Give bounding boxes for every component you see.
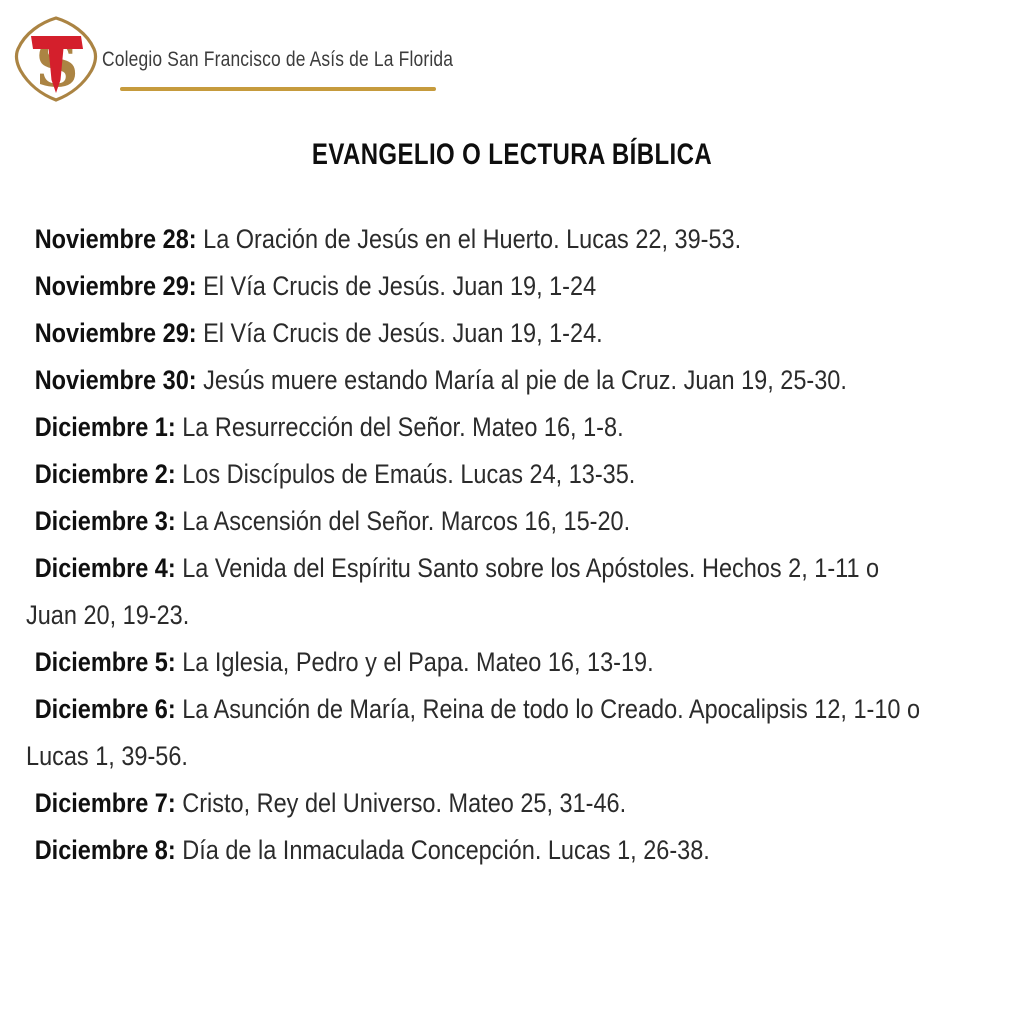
- list-item-continuation: Lucas 1, 39-56.: [26, 741, 188, 771]
- school-crest-icon: S: [14, 16, 98, 102]
- entry-text: Día de la Inmaculada Concepción. Lucas 1…: [182, 835, 710, 865]
- list-item: Noviembre 29: El Vía Crucis de Jesús. Ju…: [26, 310, 887, 357]
- entry-text: La Venida del Espíritu Santo sobre los A…: [182, 553, 880, 583]
- list-item: Diciembre 4: La Venida del Espíritu Sant…: [26, 545, 887, 592]
- entry-date: Noviembre 30:: [34, 365, 197, 395]
- list-item: Diciembre 8: Día de la Inmaculada Concep…: [26, 827, 887, 874]
- list-item: Diciembre 6: La Asunción de María, Reina…: [26, 686, 920, 733]
- list-item: Diciembre 3: La Ascensión del Señor. Mar…: [26, 498, 887, 545]
- entry-text: La Asunción de María, Reina de todo lo C…: [182, 694, 921, 724]
- entry-text: La Resurrección del Señor. Mateo 16, 1-8…: [182, 412, 624, 442]
- page-title: EVANGELIO O LECTURA BÍBLICA: [311, 138, 713, 172]
- entry-date: Diciembre 8:: [34, 835, 176, 865]
- entry-text: Los Discípulos de Emaús. Lucas 24, 13-35…: [182, 459, 636, 489]
- entry-text: Cristo, Rey del Universo. Mateo 25, 31-4…: [182, 788, 627, 818]
- list-item: Diciembre 1: La Resurrección del Señor. …: [26, 404, 887, 451]
- brand-underline: [120, 87, 436, 91]
- entry-date: Diciembre 7:: [34, 788, 176, 818]
- entry-date: Noviembre 29:: [34, 271, 197, 301]
- entry-text: El Vía Crucis de Jesús. Juan 19, 1-24.: [203, 318, 603, 348]
- list-item: Diciembre 2: Los Discípulos de Emaús. Lu…: [26, 451, 887, 498]
- list-item: Noviembre 30: Jesús muere estando María …: [26, 357, 887, 404]
- entry-date: Diciembre 2:: [34, 459, 176, 489]
- entry-date: Diciembre 3:: [34, 506, 176, 536]
- list-item: Diciembre 7: Cristo, Rey del Universo. M…: [26, 780, 887, 827]
- entry-date: Diciembre 6:: [34, 694, 176, 724]
- list-item-continuation: Juan 20, 19-23.: [26, 600, 190, 630]
- entry-text: El Vía Crucis de Jesús. Juan 19, 1-24: [203, 271, 597, 301]
- entry-date: Noviembre 28:: [34, 224, 197, 254]
- entry-text: La Iglesia, Pedro y el Papa. Mateo 16, 1…: [182, 647, 654, 677]
- entry-date: Diciembre 4:: [34, 553, 176, 583]
- crest-letter-t: [31, 36, 83, 93]
- entry-text: La Ascensión del Señor. Marcos 16, 15-20…: [182, 506, 631, 536]
- list-item: Diciembre 5: La Iglesia, Pedro y el Papa…: [26, 639, 887, 686]
- entry-text: La Oración de Jesús en el Huerto. Lucas …: [203, 224, 742, 254]
- list-item: Noviembre 29: El Vía Crucis de Jesús. Ju…: [26, 263, 887, 310]
- list-item: Noviembre 28: La Oración de Jesús en el …: [26, 216, 887, 263]
- entry-date: Noviembre 29:: [34, 318, 197, 348]
- entry-text: Jesús muere estando María al pie de la C…: [203, 365, 847, 395]
- entry-date: Diciembre 1:: [34, 412, 176, 442]
- reading-list: Noviembre 28: La Oración de Jesús en el …: [26, 216, 1016, 874]
- entry-date: Diciembre 5:: [34, 647, 176, 677]
- school-name: Colegio San Francisco de Asís de La Flor…: [102, 48, 454, 71]
